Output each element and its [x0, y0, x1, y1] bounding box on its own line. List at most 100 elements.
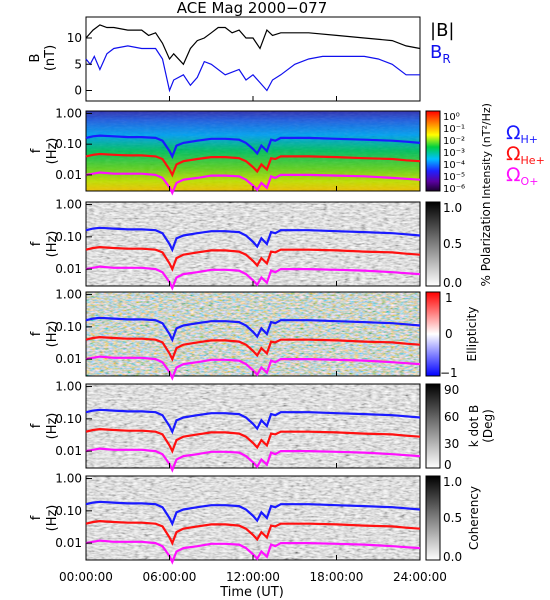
legend-omega-he: ΩHe+ [506, 143, 545, 167]
f-tick-label: 0.01 [55, 352, 82, 366]
f-tick-label: 1.00 [55, 198, 82, 212]
f-tick-label: 0.10 [55, 230, 82, 244]
f-ylabel-unit: (Hz) [45, 138, 60, 165]
omega-legend: ΩH+ ΩHe+ ΩO+ [506, 122, 545, 188]
omega-h-line [85, 134, 421, 160]
omega-o-line [85, 265, 421, 291]
f-ylabel: f [29, 423, 44, 428]
cb-tick: −1 [440, 366, 458, 380]
series-line-b-total [85, 24, 421, 66]
kdotb-cb-label: k dot B [467, 405, 481, 447]
f-ylabel: f [29, 241, 44, 246]
cb-tick: 0.5 [443, 511, 462, 525]
f-ylabel: f [29, 148, 44, 153]
f-ylabel-unit: (Hz) [45, 321, 60, 348]
kdotb-cb-label2: (Deg) [481, 409, 495, 443]
cb-tick: 1.0 [443, 475, 462, 489]
f-tick-label: 0.01 [55, 444, 82, 458]
cb-tick: 1 [445, 291, 453, 305]
omega-h-line [85, 500, 421, 527]
cb-tick: 10⁰ [443, 112, 460, 123]
coherency-spectrogram [86, 476, 420, 560]
omega-he-line [85, 245, 421, 272]
omega-h-line [85, 226, 421, 253]
f-tick-label: 0.01 [55, 262, 82, 276]
ellipticity-colorbar [425, 291, 441, 377]
time-axis-ticks: 00:00:00 06:00:00 12:00:00 18:00:00 24:00:00 [59, 96, 447, 584]
polarization-cb-label: % Polarization [479, 202, 493, 287]
polarization-colorbar [425, 201, 441, 287]
cb-tick: 0.5 [443, 237, 462, 251]
omega-he-line [85, 427, 421, 454]
omega-o-line [85, 355, 421, 381]
omega-he-line [85, 152, 421, 178]
panel-ellipticity: 1 0 −1 Ellipticity [85, 291, 479, 380]
f-tick-label: 0.01 [55, 536, 82, 550]
x-tick-label: 12:00:00 [226, 570, 280, 584]
coherency-cb-label: Coherency [467, 486, 481, 550]
f-ylabel-unit: (Hz) [45, 505, 60, 532]
panel-b-field: 0 5 10 B (nT) |B| BR [28, 16, 454, 102]
kdotb-spectrogram [86, 384, 420, 468]
cb-tick: 0 [444, 458, 452, 472]
panel-intensity: 10⁰ 10⁻¹ 10⁻² 10⁻³ 10⁻⁴ 10⁻⁵ 10⁻⁶ Intens… [85, 103, 545, 199]
cb-tick: 10⁻² [443, 136, 465, 147]
cb-tick: 10⁻⁵ [443, 172, 465, 183]
legend-b-total: |B| [430, 20, 454, 41]
frequency-axes: 1.000.100.01f (Hz)1.000.100.01f (Hz)1.000.… [29, 106, 92, 550]
panel-frame [85, 16, 421, 102]
f-tick-label: 0.10 [55, 137, 82, 151]
f-tick-label: 1.00 [55, 106, 82, 120]
panel-coherency: 1.0 0.5 0.0 Coherency [85, 475, 481, 564]
f-ylabel: f [29, 515, 44, 520]
f-tick-label: 0.10 [55, 504, 82, 518]
cb-tick: 60 [444, 410, 459, 424]
intensity-cb-label: Intensity (nT²/Hz) [480, 103, 493, 199]
omega-he-line [85, 335, 421, 362]
chart-title: ACE Mag 2000−077 [177, 0, 328, 17]
x-tick-label: 06:00:00 [143, 570, 197, 584]
b-yticks: 0 5 10 [67, 31, 92, 98]
omega-h-line [85, 316, 421, 343]
cb-tick: 0.0 [443, 276, 462, 290]
omega-o-line [85, 171, 421, 196]
panel-k-dot-b: 90 60 30 0 k dot B (Deg) [85, 383, 495, 472]
series-line-b-r [85, 45, 420, 93]
x-tick-label: 18:00:00 [310, 570, 364, 584]
intensity-colorbar [425, 110, 441, 192]
b-ytick-label: 5 [74, 57, 82, 71]
legend-omega-o: ΩO+ [506, 164, 538, 188]
b-series-group [85, 24, 421, 93]
x-tick-label: 24:00:00 [393, 570, 447, 584]
b-ylabel: B [28, 54, 43, 63]
ellipticity-cb-label: Ellipticity [465, 307, 479, 362]
kdotb-colorbar [425, 383, 441, 469]
intensity-colorbar-ticks: 10⁰ 10⁻¹ 10⁻² 10⁻³ 10⁻⁴ 10⁻⁵ 10⁻⁶ [443, 112, 465, 195]
cb-tick: 10⁻³ [443, 148, 465, 159]
polarization-spectrogram [86, 202, 420, 286]
cb-tick: 30 [444, 437, 459, 451]
cb-tick: 10⁻⁴ [443, 160, 465, 171]
omega-o-line [85, 539, 421, 565]
omega-o-line [85, 447, 421, 473]
x-tick-label: 00:00:00 [59, 570, 113, 584]
gyrofrequency-lines [85, 134, 421, 565]
x-axis-label: Time (UT) [219, 585, 284, 600]
cb-tick: 10⁻¹ [443, 124, 465, 135]
omega-h-line [85, 408, 421, 435]
cb-tick: 0 [445, 327, 453, 341]
cb-tick: 90 [444, 383, 459, 397]
f-tick-label: 1.00 [55, 380, 82, 394]
b-ytick-label: 0 [74, 84, 82, 98]
f-ylabel-unit: (Hz) [45, 231, 60, 258]
legend-omega-h: ΩH+ [506, 122, 538, 146]
f-ylabel: f [29, 331, 44, 336]
cb-tick: 0.0 [443, 550, 462, 564]
panel-polarization: 1.0 0.5 0.0 % Polarization [85, 201, 493, 290]
intensity-texture [86, 111, 420, 191]
f-tick-label: 0.10 [55, 320, 82, 334]
b-ytick-label: 10 [67, 31, 82, 45]
legend-b-r: BR [430, 42, 451, 66]
cb-tick: 1.0 [443, 201, 462, 215]
